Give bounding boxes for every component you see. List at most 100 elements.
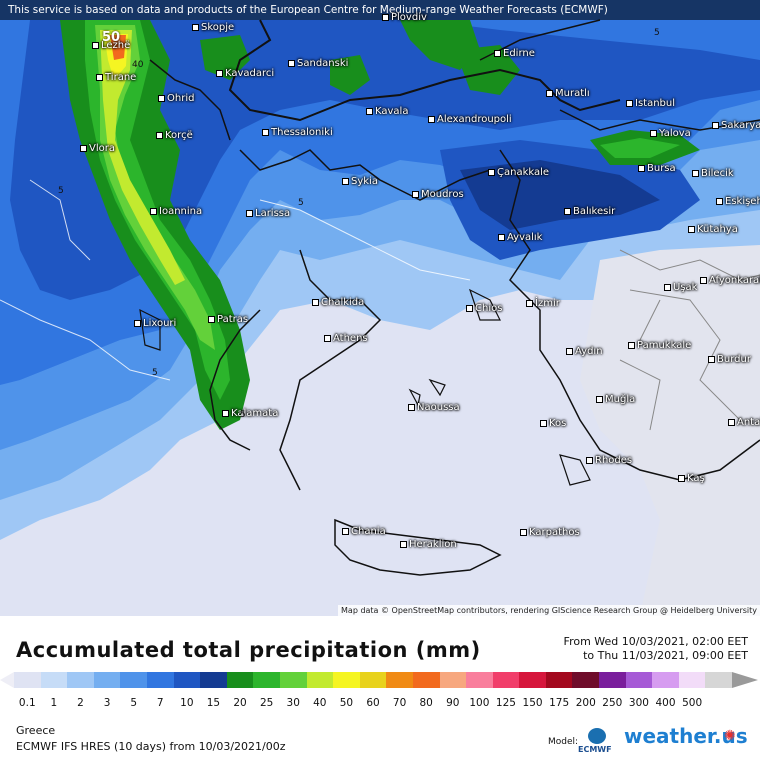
city-name: Istanbul [635, 98, 676, 109]
city-marker-icon [412, 190, 419, 198]
city-marker-icon [596, 395, 603, 403]
color-scale-cell [120, 672, 147, 688]
scale-tick-label: 60 [366, 697, 380, 709]
city-marker-icon [408, 403, 415, 411]
city-marker-icon [708, 355, 715, 363]
city-marker-icon [678, 474, 685, 482]
color-scale-cell [253, 672, 280, 688]
city-label: Chalkida [312, 297, 364, 308]
city-name: Karpathos [529, 527, 580, 538]
city-marker-icon [158, 94, 165, 102]
city-label: Patras [208, 314, 248, 325]
city-label: Kavala [366, 106, 408, 117]
city-marker-icon [664, 283, 671, 291]
color-scale-cell [652, 672, 679, 688]
city-name: Heraklion [409, 539, 457, 550]
city-name: Skopje [201, 22, 235, 33]
city-marker-icon [716, 197, 723, 205]
city-label: Ioannina [150, 206, 202, 217]
weather-us-logo[interactable]: weather.us [624, 724, 748, 748]
city-label: Antalya [728, 417, 760, 428]
color-scale-cell [678, 672, 706, 688]
city-label: Rhodes [586, 455, 632, 466]
city-marker-icon [222, 409, 229, 417]
city-name: Plovdiv [391, 12, 427, 23]
city-name: Ioannina [159, 206, 203, 217]
city-marker-icon [428, 115, 435, 123]
city-label: Korçë [156, 130, 193, 141]
contour-label: 5 [58, 186, 64, 196]
color-scale-cell [492, 672, 520, 688]
precipitation-map: This service is based on data and produc… [0, 0, 760, 616]
scale-tick-label: 175 [549, 697, 570, 709]
color-scale-cell [625, 672, 653, 688]
ecmwf-logo-icon [588, 728, 606, 744]
scale-tick-label: 0.1 [18, 697, 36, 709]
city-marker-icon [216, 69, 223, 77]
city-marker-icon [324, 334, 331, 342]
city-name: Chalkida [321, 297, 365, 308]
city-name: Kaş [687, 473, 705, 484]
city-name: Bilecik [701, 168, 734, 179]
city-name: Vlora [89, 143, 115, 154]
city-label: Moudros [412, 189, 464, 200]
city-label: Muğla [596, 394, 635, 405]
city-name: Moudros [421, 189, 464, 200]
city-marker-icon [246, 209, 253, 217]
city-name: İzmir [535, 298, 560, 309]
city-label: Lezhë [92, 40, 130, 51]
city-name: Eskişehir [725, 196, 760, 207]
scale-tick-label: 125 [495, 697, 516, 709]
city-name: Muğla [605, 394, 636, 405]
city-label: Burdur [708, 354, 751, 365]
city-label: Thessaloniki [262, 127, 333, 138]
color-scale-cell [146, 672, 174, 688]
model-run-label: ECMWF IFS HRES (10 days) from 10/03/2021… [16, 740, 286, 753]
city-marker-icon [586, 456, 593, 464]
city-label: Ayvalık [498, 232, 542, 243]
city-label: Edirne [494, 48, 535, 59]
city-name: Lixouri [143, 318, 177, 329]
color-scale-cell [359, 672, 387, 688]
scale-tick-label: 90 [446, 697, 460, 709]
city-name: Tirane [105, 72, 137, 83]
scale-tick-label: 5 [130, 697, 137, 709]
city-marker-icon [540, 419, 547, 427]
contour-label: 40 [132, 60, 144, 70]
color-scale-cell [226, 672, 254, 688]
city-label: Istanbul [626, 98, 675, 109]
color-scale-cell [519, 672, 546, 688]
color-scale-cell [386, 672, 413, 688]
city-marker-icon [692, 169, 699, 177]
city-label: Sandanski [288, 58, 348, 69]
city-marker-icon [488, 168, 495, 176]
scale-ticks: 0.1 1 2 3 5 7 10 15 20 25 30 40 50 60 70 80 90 100 125 150 1… [14, 697, 732, 711]
color-scale-cell [67, 672, 94, 688]
city-name: Ayvalık [507, 232, 543, 243]
city-name: Aydın [575, 346, 603, 357]
city-label: Naoussa [408, 402, 460, 413]
contour-label: 5 [152, 368, 158, 378]
city-label: Kaş [678, 473, 705, 484]
city-marker-icon [628, 341, 635, 349]
scale-tick-label: 1 [50, 697, 58, 709]
ecmwf-disclaimer: This service is based on data and produc… [0, 0, 760, 20]
city-label: Kavadarci [216, 68, 274, 79]
city-marker-icon [134, 319, 141, 327]
city-marker-icon [728, 418, 735, 426]
city-marker-icon [96, 73, 103, 81]
city-label: Balıkesir [564, 206, 615, 217]
city-name: Larissa [255, 208, 291, 219]
city-label: Chania [342, 526, 386, 537]
city-label: Chios [466, 303, 502, 314]
city-name: Balıkesir [573, 206, 616, 217]
city-label: Afyonkarahisar [700, 275, 760, 286]
city-marker-icon [650, 129, 657, 137]
city-name: Kütahya [697, 224, 738, 235]
city-marker-icon [566, 347, 573, 355]
city-name: Naoussa [417, 402, 460, 413]
city-marker-icon [498, 233, 505, 241]
city-name: Kos [549, 418, 567, 429]
city-name: Bursa [647, 163, 676, 174]
scale-arrow-right [732, 672, 758, 688]
